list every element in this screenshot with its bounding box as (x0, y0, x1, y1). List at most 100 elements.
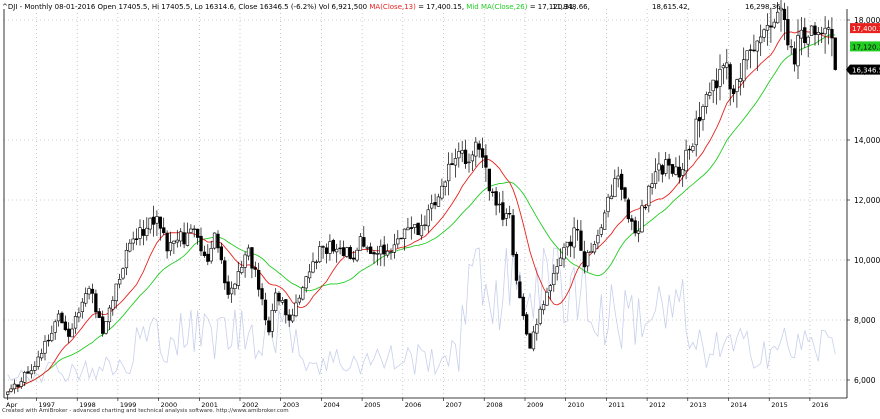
candle-body (799, 29, 804, 39)
candle-body (555, 266, 559, 274)
candle-body (755, 40, 759, 52)
candle-body (738, 78, 743, 82)
candle-body (765, 25, 770, 31)
candle-body (497, 203, 502, 206)
candle-body (725, 62, 729, 68)
x-tick-label: 2013 (690, 401, 707, 409)
candle-body (63, 321, 68, 331)
candle-body (128, 242, 132, 252)
candle-body (758, 36, 763, 44)
candle-body (687, 148, 692, 151)
candle-body (392, 244, 397, 253)
candle-body (409, 227, 414, 229)
candle-body (433, 202, 437, 206)
candle-body (450, 163, 454, 166)
candle-body (280, 300, 285, 303)
axis-layer: 6,0008,00010,00012,00014,00016,298.3618,… (3, 9, 880, 409)
candle-body (782, 8, 787, 20)
candle-body (538, 308, 542, 324)
candle-body (589, 251, 593, 254)
candle-body (345, 247, 349, 257)
candle-body (263, 299, 268, 321)
candle-body (70, 328, 74, 338)
candle-body (185, 232, 190, 246)
candle-body (501, 202, 505, 220)
candle-body (304, 276, 308, 289)
candle-body (413, 224, 417, 228)
candle-body (833, 37, 837, 70)
candle-body (297, 297, 302, 303)
candle-body (138, 227, 142, 239)
candle-body (786, 19, 790, 46)
chart-title-line: ^DJI - Monthly 08-01-2016 Open 17405.5, … (2, 3, 576, 11)
candle-body (331, 240, 336, 252)
header-ma26-label: MA(Close,26) (481, 3, 528, 11)
volume-layer (7, 247, 836, 384)
candle-body (111, 300, 115, 310)
candle-body (474, 141, 478, 157)
candle-body (511, 215, 515, 256)
candle-body (657, 163, 661, 171)
candle-body (87, 288, 91, 295)
candle-body (823, 27, 827, 35)
x-tick-label: 2010 (568, 401, 585, 409)
candle-body (545, 291, 549, 306)
candle-body (487, 168, 492, 192)
candle-body (362, 237, 366, 247)
candle-body (243, 254, 247, 268)
candle-body (202, 251, 207, 257)
candle-body (324, 247, 329, 254)
y-tick-label: 14,000 (854, 136, 880, 145)
candle-body (368, 246, 373, 254)
candle-body (80, 301, 85, 313)
y-tick-label: 6,000 (854, 376, 876, 385)
candle-body (826, 27, 831, 30)
candle-body (701, 106, 705, 120)
candle-body (684, 149, 688, 172)
candle-body (406, 227, 410, 231)
candle-body (229, 287, 234, 295)
candle-body (806, 36, 810, 45)
candle-body (379, 245, 383, 255)
candle-body (209, 248, 213, 262)
header-ma26-value: = 17,120.31, (530, 3, 576, 11)
candle-body (12, 383, 17, 390)
close-axis-label-bg (850, 64, 880, 75)
candle-body (19, 381, 23, 387)
candle-body (389, 251, 393, 253)
x-tick-label: 2007 (446, 401, 463, 409)
candle-body (131, 238, 135, 244)
candle-body (524, 314, 529, 335)
close-axis-label: 16,346.5 (852, 67, 880, 75)
candle-body (107, 307, 112, 323)
candle-body (73, 315, 78, 329)
candle-body (619, 173, 624, 190)
candle-body (223, 260, 227, 284)
ma13-axis-label-group: 17,400.1 (850, 23, 880, 34)
candle-body (623, 187, 627, 199)
header-mid-prefix: Mid (466, 3, 478, 11)
candle-body (189, 228, 193, 233)
ma13-layer (7, 30, 836, 393)
header-extra-value: 18,615.42, (652, 3, 690, 11)
ma26-line (7, 33, 836, 393)
volume-line (7, 247, 836, 384)
candle-body (385, 250, 390, 256)
candle-body (22, 372, 27, 383)
candle-body (467, 161, 471, 164)
candle-body (514, 254, 519, 281)
candle-body (355, 249, 359, 261)
footer-credit: Created with AmiBroker - advanced charti… (2, 408, 289, 414)
candle-body (314, 261, 319, 263)
candle-body (752, 49, 756, 52)
candle-body (162, 227, 166, 234)
candle-body (9, 388, 13, 392)
candle-body (711, 79, 715, 92)
candle-body (460, 150, 464, 154)
candle-body (118, 278, 122, 285)
x-tick-label: 2008 (486, 401, 503, 409)
candle-body (772, 21, 776, 28)
candle-body (206, 253, 210, 262)
